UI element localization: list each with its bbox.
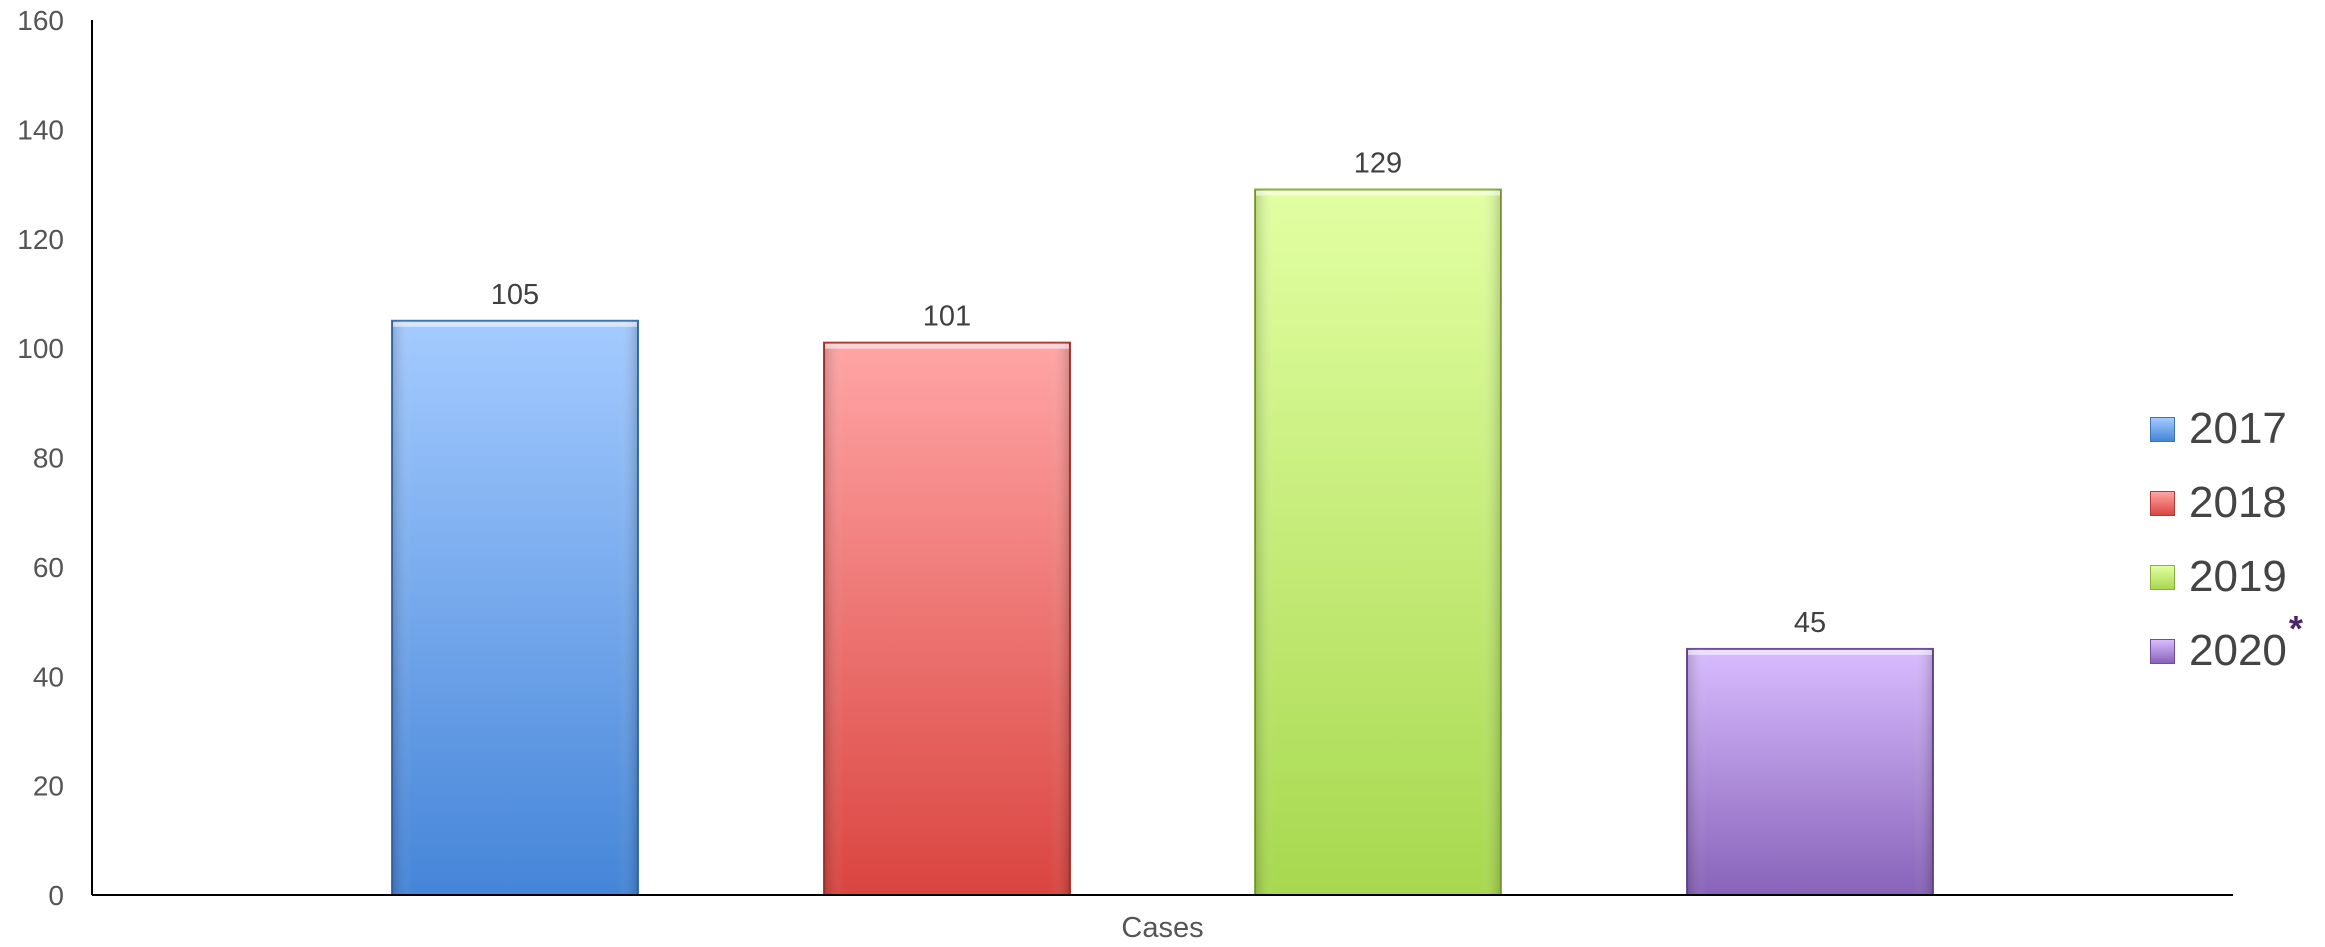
- legend-label: 2017: [2189, 404, 2287, 453]
- legend-label: 2019: [2189, 552, 2287, 601]
- y-tick-label: 20: [33, 771, 64, 802]
- data-label-2018: 101: [923, 301, 971, 333]
- bar-top-highlight: [1688, 649, 1932, 655]
- bar-2019: [1254, 188, 1502, 896]
- y-tick-label: 120: [17, 224, 64, 255]
- legend-label: 2020 *: [2189, 608, 2303, 675]
- legend-swatch: [2150, 638, 2175, 664]
- legend-item-2020: 2020 *: [2150, 608, 2303, 688]
- bar-top-highlight: [1256, 190, 1500, 196]
- bar-top-highlight: [825, 343, 1069, 349]
- bar-2017: [391, 319, 639, 896]
- data-label-2020: 45: [1794, 607, 1826, 639]
- x-axis-categories: Cases: [1121, 912, 1203, 944]
- legend: 2017 2018 2019 2020 *: [2150, 392, 2303, 688]
- y-tick-label: 80: [33, 443, 64, 474]
- y-tick-label: 140: [17, 114, 64, 145]
- bar-2020: [1686, 647, 1934, 896]
- y-tick-label: 0: [48, 880, 64, 911]
- y-tick-label: 60: [33, 552, 64, 583]
- bar-top-highlight: [393, 321, 637, 327]
- legend-swatch: [2150, 490, 2175, 516]
- legend-swatch: [2150, 564, 2175, 590]
- legend-item-2017: 2017: [2150, 392, 2287, 466]
- data-labels: 105 101 129 45: [491, 148, 1826, 639]
- y-axis-ticks: 0 20 40 60 80 100 120 140 160: [17, 5, 64, 911]
- legend-item-2019: 2019: [2150, 540, 2287, 614]
- legend-swatch: [2150, 416, 2175, 442]
- legend-item-2018: 2018: [2150, 466, 2287, 540]
- legend-note-asterisk: *: [2288, 608, 2303, 649]
- data-label-2017: 105: [491, 279, 539, 311]
- bars: [391, 188, 1934, 896]
- y-tick-label: 160: [17, 5, 64, 36]
- category-label: Cases: [1121, 912, 1203, 944]
- y-tick-label: 100: [17, 333, 64, 364]
- bar-2018: [823, 341, 1071, 896]
- y-tick-label: 40: [33, 661, 64, 692]
- legend-label: 2018: [2189, 478, 2287, 527]
- data-label-2019: 129: [1354, 148, 1402, 180]
